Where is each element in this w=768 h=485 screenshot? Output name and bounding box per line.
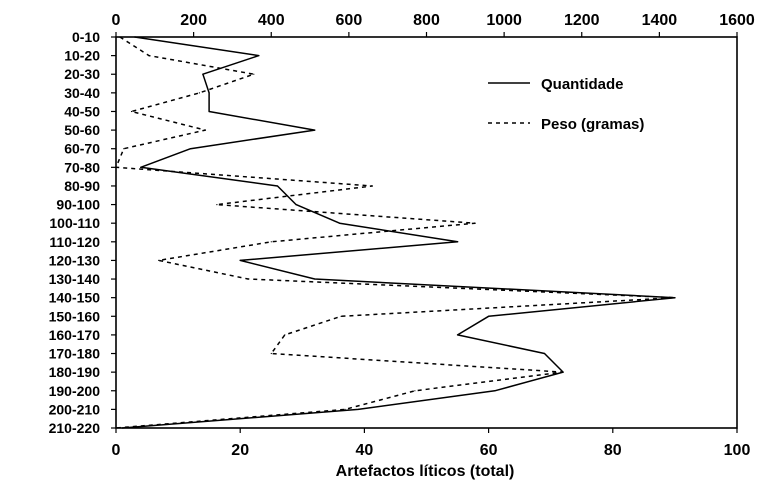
data-point-peso: [115, 427, 117, 429]
x-top-tick-label: 800: [413, 12, 440, 29]
y-tick-label: 10-20: [64, 48, 100, 64]
data-point-peso: [148, 55, 150, 57]
y-tick-label: 60-70: [64, 141, 100, 157]
data-point-quantidade: [494, 390, 496, 392]
x-top-tick-label: 1200: [564, 12, 600, 29]
data-point-quantidade: [202, 73, 204, 75]
y-tick-label: 160-170: [49, 327, 101, 343]
y-tick-label: 40-50: [64, 103, 100, 119]
y-tick-label: 0-10: [72, 29, 100, 45]
data-point-peso: [119, 36, 121, 38]
data-point-peso: [561, 371, 563, 373]
data-point-quantidade: [457, 241, 459, 243]
y-tick-label: 120-130: [49, 252, 101, 268]
x-bottom-tick-label: 60: [480, 442, 498, 459]
y-tick-label: 170-180: [49, 346, 101, 362]
x-top-tick-label: 1000: [486, 12, 522, 29]
data-point-peso: [204, 129, 206, 131]
data-point-quantidade: [239, 259, 241, 261]
x-top-tick-label: 200: [180, 12, 207, 29]
series-line-quantidade: [122, 36, 676, 429]
data-point-quantidade: [295, 204, 297, 206]
data-point-quantidade: [339, 222, 341, 224]
data-point-peso: [270, 352, 272, 355]
y-tick-label: 190-200: [49, 383, 101, 399]
data-point-peso: [123, 148, 125, 150]
x-top-tick-label: 1400: [642, 12, 678, 29]
data-point-quantidade: [140, 166, 142, 168]
data-point-peso: [216, 204, 218, 206]
y-tick-label: 180-190: [49, 364, 101, 380]
x-bottom-tick-label: 40: [356, 442, 374, 459]
plot-area: 0-10 10-20 20-30 30-40 40-50 50-60 60-70 70-80 8…: [49, 12, 755, 459]
data-point-peso: [344, 408, 346, 410]
y-tick-label: 210-220: [49, 420, 101, 436]
y-tick-label: 150-160: [49, 308, 101, 324]
x-bottom-tick-label: 20: [231, 442, 249, 459]
x-bottom-tick-label: 80: [604, 442, 622, 459]
x-axis-label: Artefactos líticos (total): [336, 463, 515, 480]
y-tick-label: 200-210: [49, 401, 101, 417]
legend: Quantidade Peso (gramas): [488, 76, 644, 133]
y-tick-label: 130-140: [49, 271, 101, 287]
data-point-quantidade: [543, 352, 546, 355]
y-tick-label: 80-90: [64, 178, 100, 194]
data-point-quantidade: [488, 315, 490, 317]
data-point-peso: [247, 278, 249, 280]
y-tick-label: 110-120: [49, 234, 100, 250]
data-point-peso: [284, 334, 286, 336]
y-tick-label: 30-40: [64, 85, 100, 101]
data-point-quantidade: [314, 278, 316, 280]
y-tick-label: 140-150: [49, 290, 101, 306]
data-point-peso: [198, 92, 200, 94]
x-top-tick-label: 600: [336, 12, 363, 29]
data-point-peso: [474, 222, 476, 224]
data-point-peso: [674, 297, 676, 299]
data-point-quantidade: [357, 408, 359, 410]
y-tick-label: 70-80: [64, 159, 100, 175]
data-point-quantidade: [189, 148, 192, 150]
data-point-quantidade: [134, 36, 136, 38]
data-point-peso: [270, 241, 272, 243]
x-top-tick-label: 1600: [719, 12, 755, 29]
data-point-quantidade: [121, 427, 123, 429]
data-point-quantidade: [258, 55, 260, 57]
data-point-quantidade: [457, 334, 459, 336]
data-point-peso: [340, 315, 342, 317]
data-point-peso: [414, 390, 416, 392]
data-point-quantidade: [314, 129, 316, 131]
y-tick-label: 50-60: [64, 122, 100, 138]
data-point-peso: [130, 110, 133, 113]
series-line-peso: [115, 36, 676, 429]
data-point-peso: [115, 166, 117, 168]
data-point-peso: [253, 73, 255, 75]
x-top-tick-label: 400: [258, 12, 285, 29]
x-bottom-tick-label: 100: [724, 442, 751, 459]
data-point-peso: [158, 259, 160, 261]
data-point-quantidade: [208, 110, 210, 113]
data-point-peso: [371, 185, 373, 187]
data-point-quantidade: [208, 92, 210, 94]
legend-label-peso: Peso (gramas): [541, 116, 644, 133]
y-tick-label: 20-30: [64, 66, 100, 82]
data-point-quantidade: [276, 185, 279, 187]
x-bottom-tick-label: 0: [112, 442, 121, 459]
legend-label-quantidade: Quantidade: [541, 76, 624, 93]
y-tick-label: 90-100: [56, 197, 100, 213]
x-top-tick-label: 0: [112, 12, 121, 29]
y-tick-label: 100-110: [49, 215, 100, 231]
